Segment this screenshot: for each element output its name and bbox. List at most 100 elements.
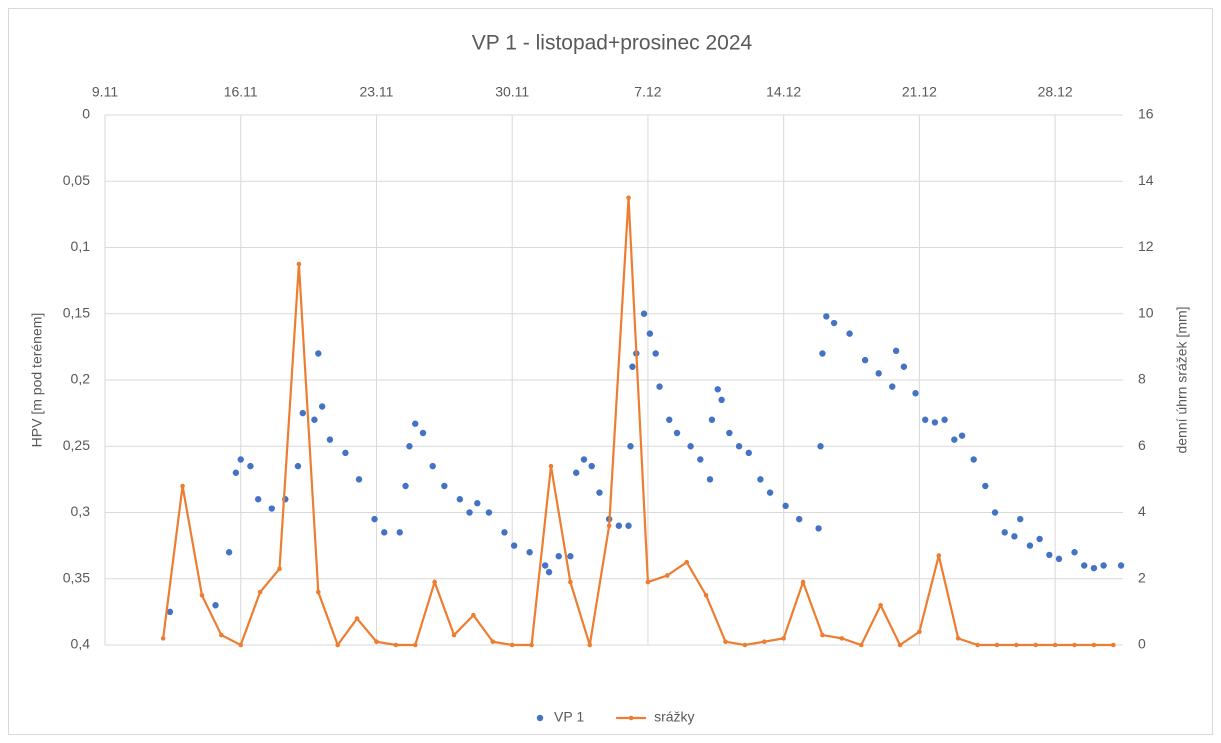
data-point xyxy=(982,482,989,490)
data-point xyxy=(1081,562,1088,569)
data-point xyxy=(697,456,704,463)
chart-frame xyxy=(8,8,1213,735)
data-point xyxy=(588,462,595,470)
data-point xyxy=(254,496,262,503)
line-marker xyxy=(257,589,263,595)
data-point xyxy=(166,608,174,616)
y-tick-label: 0,3 xyxy=(71,503,91,519)
data-point xyxy=(629,363,636,370)
data-point xyxy=(726,429,733,437)
y2-tick-label: 0 xyxy=(1138,636,1146,652)
line-marker xyxy=(296,261,302,267)
y2-tick-label: 14 xyxy=(1138,172,1154,188)
line-marker xyxy=(199,593,205,598)
data-point xyxy=(745,449,752,457)
data-point xyxy=(861,356,869,364)
data-point xyxy=(795,515,803,523)
data-point xyxy=(268,505,275,512)
data-point xyxy=(640,310,648,317)
line-marker xyxy=(723,639,728,644)
y-tick-label: 0,25 xyxy=(63,437,90,453)
data-point xyxy=(526,549,533,556)
data-point xyxy=(958,432,966,439)
line-marker xyxy=(936,553,942,558)
line-marker xyxy=(1014,642,1019,648)
line-marker xyxy=(587,642,593,648)
line-marker xyxy=(665,573,670,578)
data-point xyxy=(474,500,481,507)
line-marker xyxy=(529,642,534,648)
data-point xyxy=(396,529,403,536)
y2-tick-label: 2 xyxy=(1138,569,1146,585)
line-marker xyxy=(451,632,457,638)
data-point xyxy=(541,562,549,569)
data-point xyxy=(419,429,427,437)
data-point xyxy=(951,436,958,443)
y2-tick-label: 6 xyxy=(1138,437,1146,453)
data-point xyxy=(1017,515,1024,523)
line-marker xyxy=(800,579,806,585)
data-point xyxy=(656,383,663,390)
data-point xyxy=(766,489,774,496)
data-point xyxy=(596,489,603,496)
line-marker xyxy=(568,579,573,585)
data-point xyxy=(735,443,743,450)
chart-title: VP 1 - listopad+prosinec 2024 xyxy=(472,32,753,55)
x-tick-label: 21.12 xyxy=(902,84,937,100)
legend-marker xyxy=(628,715,634,721)
y-tick-label: 0,4 xyxy=(71,636,91,652)
data-point xyxy=(294,462,302,470)
data-point xyxy=(627,443,634,450)
data-point xyxy=(318,403,326,410)
y2-tick-label: 8 xyxy=(1138,371,1146,387)
line-marker xyxy=(897,642,903,648)
line-marker xyxy=(412,642,418,648)
data-point xyxy=(402,482,409,490)
data-point xyxy=(666,416,673,423)
line-marker xyxy=(645,579,651,585)
line-marker xyxy=(393,642,399,648)
y-tick-label: 0,35 xyxy=(63,569,90,585)
data-point xyxy=(456,496,464,503)
data-point xyxy=(225,549,233,556)
line-marker xyxy=(917,629,922,635)
line-marker xyxy=(858,642,864,648)
data-point xyxy=(718,396,725,404)
line-marker xyxy=(781,636,786,641)
x-tick-label: 9.11 xyxy=(92,84,118,100)
line-marker xyxy=(975,642,980,648)
x-tick-label: 28.12 xyxy=(1038,84,1073,100)
data-point xyxy=(1036,535,1043,543)
data-point xyxy=(299,409,306,417)
data-point xyxy=(429,462,436,470)
data-point xyxy=(673,429,681,437)
y2-tick-label: 4 xyxy=(1138,503,1146,519)
data-point xyxy=(311,416,318,423)
line-marker xyxy=(761,639,767,644)
line-marker xyxy=(354,616,360,621)
data-point xyxy=(615,522,623,529)
data-point xyxy=(501,529,508,536)
line-marker xyxy=(955,636,961,641)
data-point xyxy=(510,542,518,549)
data-point xyxy=(846,330,853,337)
line-marker xyxy=(820,632,825,638)
data-point xyxy=(892,347,900,355)
y2-tick-label: 12 xyxy=(1138,238,1154,254)
data-point xyxy=(1100,562,1107,569)
y2-tick-label: 16 xyxy=(1138,106,1154,122)
data-point xyxy=(371,515,378,523)
data-point xyxy=(1011,533,1018,540)
line-marker xyxy=(548,463,554,469)
line-marker xyxy=(1052,642,1058,648)
data-point xyxy=(782,502,789,510)
data-point xyxy=(567,553,574,560)
y-tick-label: 0,15 xyxy=(63,304,90,320)
data-point xyxy=(315,350,322,357)
data-point xyxy=(941,416,948,423)
x-tick-label: 23.11 xyxy=(359,84,393,100)
line-marker xyxy=(432,579,437,585)
data-point xyxy=(237,456,244,463)
line-marker xyxy=(471,612,476,618)
